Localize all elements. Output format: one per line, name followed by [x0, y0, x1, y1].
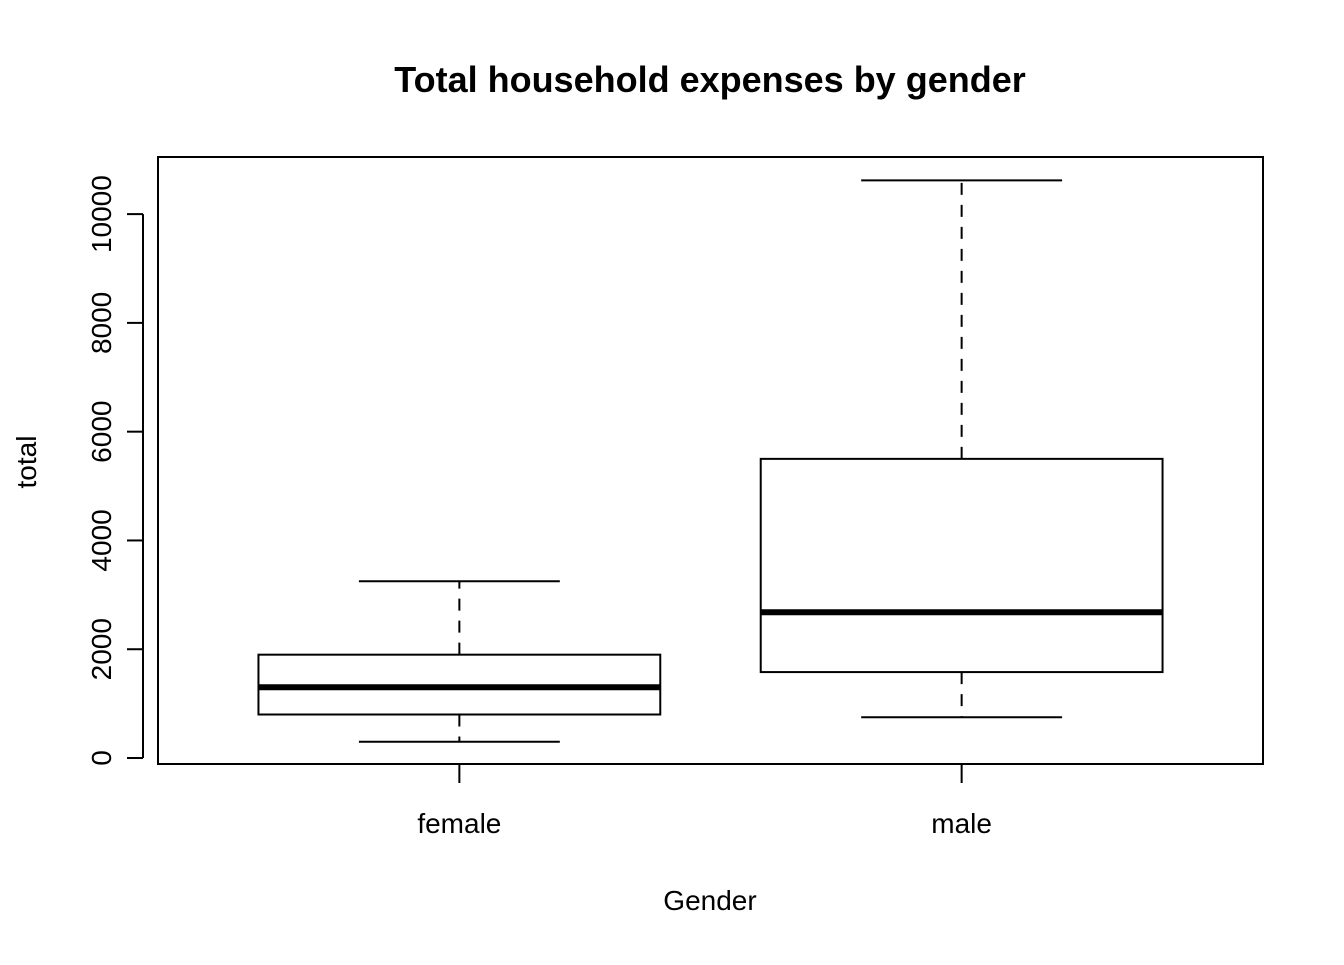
y-axis-label: total — [11, 436, 42, 489]
x-axis: female male — [417, 764, 992, 839]
x-tick-label: male — [931, 808, 992, 839]
y-tick-label: 8000 — [86, 292, 117, 354]
plot-frame — [157, 156, 1264, 765]
y-tick-label: 6000 — [86, 401, 117, 463]
boxes-group — [257, 179, 1164, 743]
x-tick-label: female — [417, 808, 501, 839]
y-tick-label: 10000 — [86, 175, 117, 253]
box-female — [257, 580, 662, 743]
y-axis: 0 2000 4000 6000 8000 10000 — [86, 175, 144, 766]
y-tick-label: 0 — [86, 750, 117, 766]
box-male — [759, 179, 1164, 719]
y-tick-label: 4000 — [86, 509, 117, 571]
y-tick-label: 2000 — [86, 618, 117, 680]
x-axis-label: Gender — [663, 885, 756, 916]
chart-title: Total household expenses by gender — [394, 59, 1025, 100]
interquartile-box — [759, 457, 1164, 674]
